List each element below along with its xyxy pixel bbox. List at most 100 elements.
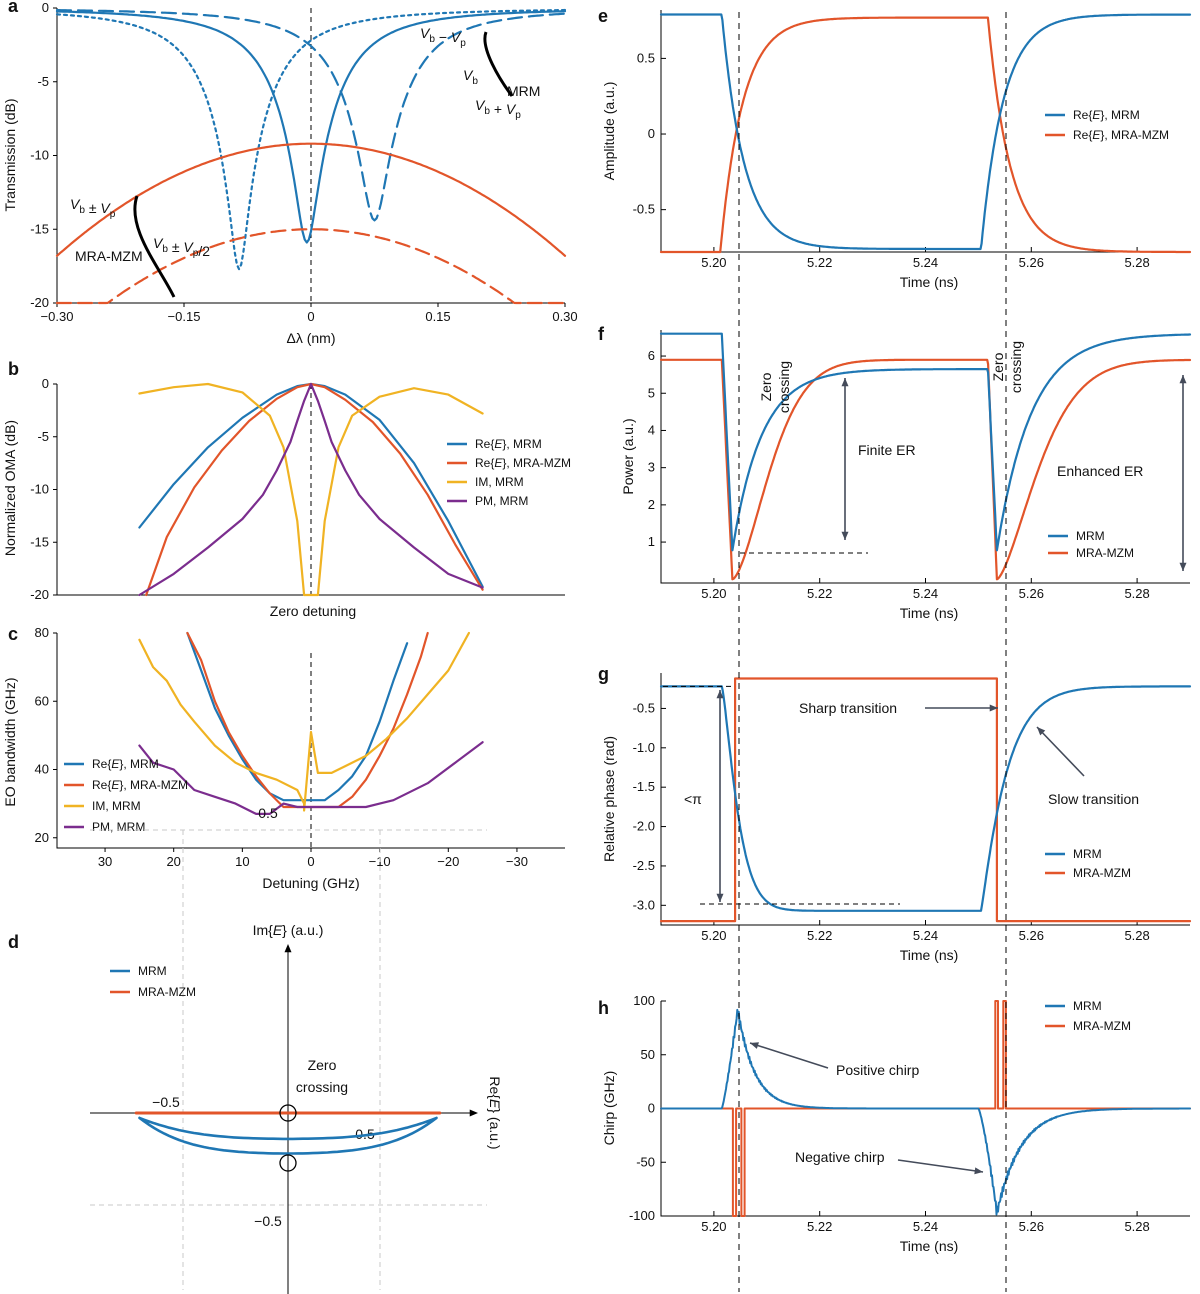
panel-label-f: f (598, 324, 605, 344)
c-legend-label-3: PM, MRM (92, 820, 145, 834)
d-annot-zero: Zero (308, 1057, 337, 1073)
g-series-mrm (659, 685, 1192, 912)
c-axes-frame (56, 633, 565, 849)
e-series-mrm (659, 13, 1192, 251)
a-annot-vb-plus-vp: Vb + Vp (475, 97, 521, 121)
a-series-4 (55, 228, 567, 305)
a-series-2 (55, 9, 567, 222)
h-legend-label-1: MRA-MZM (1073, 1019, 1131, 1033)
c-ytick-label-0: 20 (35, 830, 49, 845)
f-ytick-label-1: 2 (648, 497, 655, 512)
c-ytick-label-1: 40 (35, 762, 49, 777)
c-series-3 (138, 741, 484, 815)
a-bracket-mrm (483, 31, 514, 97)
f-arrow-enhanced-er-head (1179, 375, 1187, 384)
c-legend-label-1: Re{E}, MRA-MZM (92, 778, 188, 792)
h-xtick-label-0: 5.20 (701, 1219, 726, 1234)
e-legend-label-0: Re{E}, MRM (1073, 108, 1140, 122)
h-annot-negative: Negative chirp (795, 1149, 885, 1165)
c-xtick-label-5: −20 (437, 854, 459, 869)
e-ytick-label-1: 0 (648, 126, 655, 141)
a-annot-mzm: MRA-MZM (75, 248, 143, 264)
f-ytick-label-0: 1 (648, 534, 655, 549)
b-series-3 (138, 382, 484, 597)
a-xtick-label-2: 0 (307, 309, 314, 324)
g-arrow-slow-shaft (1036, 726, 1085, 777)
b-ytick-label-0: 0 (42, 376, 49, 391)
h-xlabel: Time (ns) (900, 1238, 959, 1254)
h-xtick-label-1: 5.22 (807, 1219, 832, 1234)
d-annot-crossing: crossing (296, 1079, 348, 1095)
g-legend-label-1: MRA-MZM (1073, 866, 1131, 880)
f-arrow-finite-er-head2 (841, 531, 849, 540)
f-ylabel: Power (a.u.) (620, 418, 636, 494)
panel-label-c: c (8, 624, 18, 644)
c-xtick-label-1: 20 (166, 854, 180, 869)
g-ytick-label-3: -2.0 (633, 819, 655, 834)
a-annot-vb: Vb (463, 67, 478, 87)
h-xtick-label-4: 5.28 (1124, 1219, 1149, 1234)
g-axes-frame (660, 673, 1190, 926)
f-legend-label-0: MRM (1076, 529, 1105, 543)
f-xlabel: Time (ns) (900, 605, 959, 621)
a-annot-vb-pm-vp2: Vb ± Vp/2 (153, 235, 210, 259)
f-legend-label-1: MRA-MZM (1076, 546, 1134, 560)
a-ytick-label-0: 0 (42, 0, 49, 15)
f-ytick-label-3: 4 (648, 422, 655, 437)
h-arrow-negative-shaft (897, 1159, 984, 1173)
h-ytick-label-4: -100 (629, 1208, 655, 1223)
f-arrow-finite-er-head (841, 378, 849, 387)
panel-label-b: b (8, 359, 19, 379)
c-xtick-label-6: −30 (506, 854, 528, 869)
g-legend-label-0: MRM (1073, 847, 1102, 861)
b-ytick-label-1: -5 (37, 429, 49, 444)
g-xtick-label-3: 5.26 (1019, 928, 1044, 943)
h-annot-positive: Positive chirp (836, 1062, 919, 1078)
panel-label-g: g (598, 664, 609, 684)
g-ytick-label-0: -0.5 (633, 700, 655, 715)
g-arrow-less-pi-head (716, 690, 724, 699)
a-xtick-label-1: −0.15 (168, 309, 201, 324)
f-ytick-label-2: 3 (648, 460, 655, 475)
f-arrow-enhanced-er-head2 (1179, 562, 1187, 571)
d-ylabel: Im{E} (a.u.) (253, 922, 324, 938)
b-ytick-label-2: -10 (30, 482, 49, 497)
f-series-mzm (659, 358, 1192, 581)
d-zero-circle-mzm (279, 1104, 297, 1122)
g-annot-less-pi: <π (684, 791, 702, 807)
e-ylabel: Amplitude (a.u.) (601, 82, 617, 181)
d-xlabel: Re{E} (a.u.) (487, 1076, 503, 1149)
b-legend-label-3: PM, MRM (475, 494, 528, 508)
g-ytick-label-1: -1.0 (633, 740, 655, 755)
a-series-1 (55, 8, 567, 271)
a-series-3 (55, 142, 567, 257)
h-series-mrm (660, 1008, 1191, 1216)
f-xtick-label-0: 5.20 (701, 586, 726, 601)
c-legend-label-2: IM, MRM (92, 799, 141, 813)
f-annot-zero-1: Zero (758, 372, 774, 401)
h-ytick-label-3: -50 (636, 1154, 655, 1169)
a-xtick-label-4: 0.30 (552, 309, 577, 324)
g-ytick-label-2: -1.5 (633, 779, 655, 794)
h-legend-label-0: MRM (1073, 999, 1102, 1013)
e-xtick-label-3: 5.26 (1019, 255, 1044, 270)
b-ytick-label-4: -20 (30, 587, 49, 602)
h-ytick-label-2: 0 (648, 1101, 655, 1116)
f-annot-zero-2: Zero (990, 352, 1006, 381)
c-ylabel: EO bandwidth (GHz) (2, 677, 18, 806)
h-xtick-label-2: 5.24 (913, 1219, 938, 1234)
g-annot-slow: Slow transition (1048, 791, 1139, 807)
g-xtick-label-2: 5.24 (913, 928, 938, 943)
g-ylabel: Relative phase (rad) (601, 736, 617, 862)
f-annot-enhanced-er: Enhanced ER (1057, 463, 1143, 479)
panel-label-a: a (8, 0, 19, 16)
a-annot-mrm: MRM (507, 83, 540, 99)
e-ytick-label-0: 0.5 (637, 50, 655, 65)
e-xtick-label-0: 5.20 (701, 255, 726, 270)
g-xlabel: Time (ns) (900, 947, 959, 963)
g-arrow-sharp-head (989, 704, 998, 712)
g-xtick-label-0: 5.20 (701, 928, 726, 943)
f-ytick-label-4: 5 (648, 385, 655, 400)
g-xtick-label-1: 5.22 (807, 928, 832, 943)
g-xtick-label-4: 5.28 (1124, 928, 1149, 943)
